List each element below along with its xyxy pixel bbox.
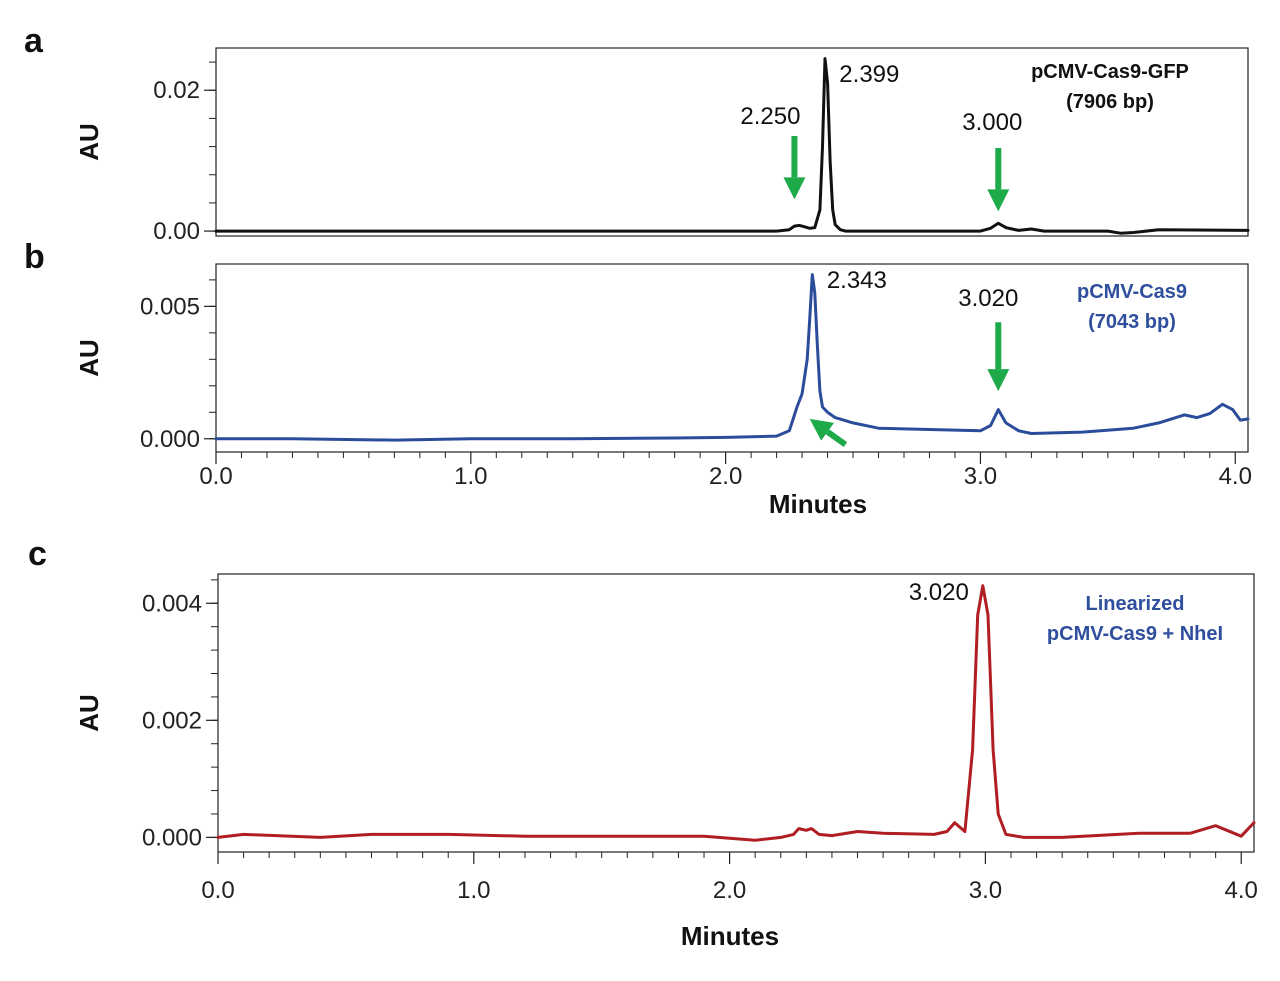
green-arrow-a (783, 136, 806, 200)
arrow-head (809, 418, 834, 441)
sample-label-b: pCMV-Cas9 (1077, 281, 1187, 303)
trace-line-c (216, 584, 1256, 842)
panel-c-chart: 0.000 0.002 0.004 AU 0.0 1.0 2.0 3.0 4.0 3.020 Lin… (74, 573, 1258, 904)
green-arrow-a (987, 147, 1010, 212)
x-tick-label-b: 4.0 (1219, 463, 1252, 490)
green-arrow-b (987, 322, 1010, 392)
x-tick-label-c: 3.0 (969, 877, 1002, 904)
x-tick-label-c: 0.0 (201, 877, 234, 904)
x-tick-label-b: 0.0 (199, 463, 232, 490)
trace-line-b (214, 273, 1250, 442)
x-tick-label-c: 2.0 (713, 877, 746, 904)
arrow-shaft (825, 429, 848, 448)
x-tick-label-b: 3.0 (964, 463, 997, 490)
sample-label-a: (7906 bp) (1066, 91, 1154, 113)
peak-label-a: 3.000 (962, 109, 1022, 136)
y-tick-label-a: 0.02 (153, 77, 200, 104)
sample-label-b: (7043 bp) (1088, 311, 1176, 333)
y-tick-label-b: 0.000 (140, 426, 200, 453)
arrow-head (783, 177, 806, 200)
y-tick-label-c: 0.002 (142, 707, 202, 734)
peak-label-a: 2.250 (740, 103, 800, 130)
y-axis-title-b: AU (74, 339, 104, 377)
x-axis-title-c: Minutes (681, 921, 779, 951)
plot-frame-b (215, 263, 1249, 453)
panel-b-chart: 0.000 0.005 AU 0.0 1.0 2.0 3.0 4.0 2.343 3.020 pCM… (74, 263, 1252, 490)
sample-label-c: Linearized (1086, 593, 1185, 615)
y-axis-title-a: AU (74, 123, 104, 161)
x-tick-label-c: 1.0 (457, 877, 490, 904)
plot-frame-c (217, 573, 1255, 853)
panel-letter-c: c (28, 535, 47, 573)
panel-letter-a: a (24, 22, 44, 60)
plot-frame-a (215, 47, 1249, 237)
y-tick-label-a: 0.00 (153, 218, 200, 245)
green-arrow-b (809, 418, 848, 448)
peak-label-b: 2.343 (827, 267, 887, 294)
x-tick-label-b: 2.0 (709, 463, 742, 490)
arrow-head (987, 369, 1010, 392)
x-tick-label-c: 4.0 (1225, 877, 1258, 904)
x-axis-title-b: Minutes (769, 489, 867, 519)
y-tick-label-c: 0.004 (142, 590, 202, 617)
peak-label-a: 2.399 (839, 61, 899, 88)
peak-label-c: 3.020 (909, 579, 969, 606)
sample-label-a: pCMV-Cas9-GFP (1031, 61, 1189, 83)
panel-letter-b: b (24, 238, 45, 276)
x-tick-label-b: 1.0 (454, 463, 487, 490)
y-tick-label-c: 0.000 (142, 824, 202, 851)
arrow-head (987, 189, 1010, 212)
panel-a-chart: 0.00 0.02 AU 2.399 2.250 3.000 pCMV-Cas9-GFP (7… (74, 47, 1250, 245)
y-axis-title-c: AU (74, 694, 104, 732)
sample-label-c: pCMV-Cas9 + NheI (1047, 623, 1223, 645)
peak-label-b: 3.020 (958, 285, 1018, 312)
y-tick-label-b: 0.005 (140, 293, 200, 320)
trace-line-a (214, 57, 1250, 235)
